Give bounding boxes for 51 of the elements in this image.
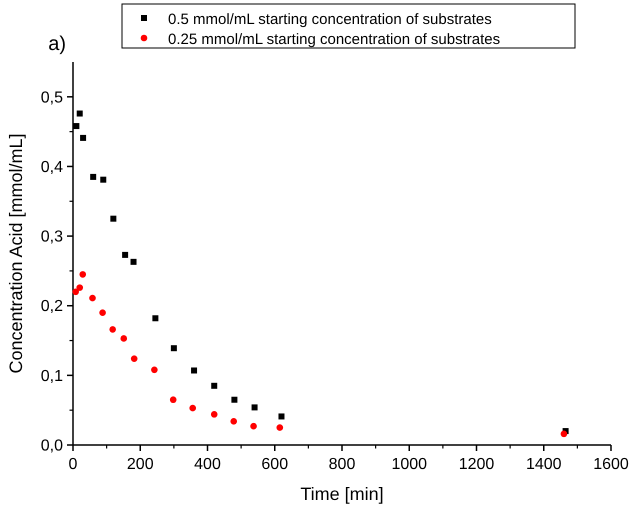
point — [191, 367, 198, 374]
x-tick-label: 400 — [194, 456, 221, 473]
y-tick-label: 0,5 — [40, 89, 64, 106]
point — [76, 110, 83, 117]
point — [79, 271, 86, 278]
point — [151, 366, 158, 374]
point — [252, 404, 258, 410]
point — [230, 418, 238, 425]
point — [152, 315, 158, 322]
point — [100, 176, 106, 183]
legend-label: 0.5 mmol/mL starting concentration of substrates — [168, 11, 492, 28]
point — [73, 123, 80, 130]
point — [278, 413, 284, 420]
x-tick-label: 1600 — [593, 456, 629, 473]
point — [211, 382, 218, 389]
point — [130, 258, 137, 265]
point — [109, 326, 116, 333]
point — [99, 309, 106, 316]
point — [560, 430, 568, 438]
point — [250, 422, 257, 430]
point — [170, 345, 177, 352]
point — [189, 404, 196, 412]
y-tick-label: 0,1 — [40, 368, 64, 385]
point — [210, 411, 218, 418]
x-tick-label: 600 — [261, 456, 288, 473]
y-tick-label: 0,3 — [40, 228, 64, 246]
x-tick-label: 200 — [126, 456, 154, 473]
point — [90, 174, 96, 180]
y-tick-label: 0,4 — [40, 158, 64, 176]
point — [122, 252, 128, 258]
x-tick-label: 1400 — [526, 456, 562, 473]
point — [130, 355, 138, 362]
point — [80, 134, 86, 141]
y-tick-label: 0,2 — [40, 298, 64, 316]
x-tick-label: 800 — [328, 456, 356, 473]
y-tick-label: 0,0 — [40, 438, 64, 454]
x-tick-label: 1000 — [391, 456, 428, 473]
x-axis-title: Time [min] — [300, 484, 384, 504]
point — [231, 396, 238, 403]
x-tick-label: 1200 — [458, 456, 494, 473]
x-tick-label: 0 — [68, 456, 78, 473]
legend-label: 0.25 mmol/mL starting concentration of substrates — [168, 31, 500, 48]
text: a) — [48, 33, 66, 55]
point — [170, 396, 176, 404]
point — [110, 216, 116, 222]
point — [72, 288, 79, 296]
point — [89, 294, 96, 302]
point — [76, 284, 84, 291]
y-axis-title: Concentration Acid [mmol/mL] — [6, 133, 26, 374]
point — [276, 424, 284, 431]
point — [120, 335, 128, 342]
